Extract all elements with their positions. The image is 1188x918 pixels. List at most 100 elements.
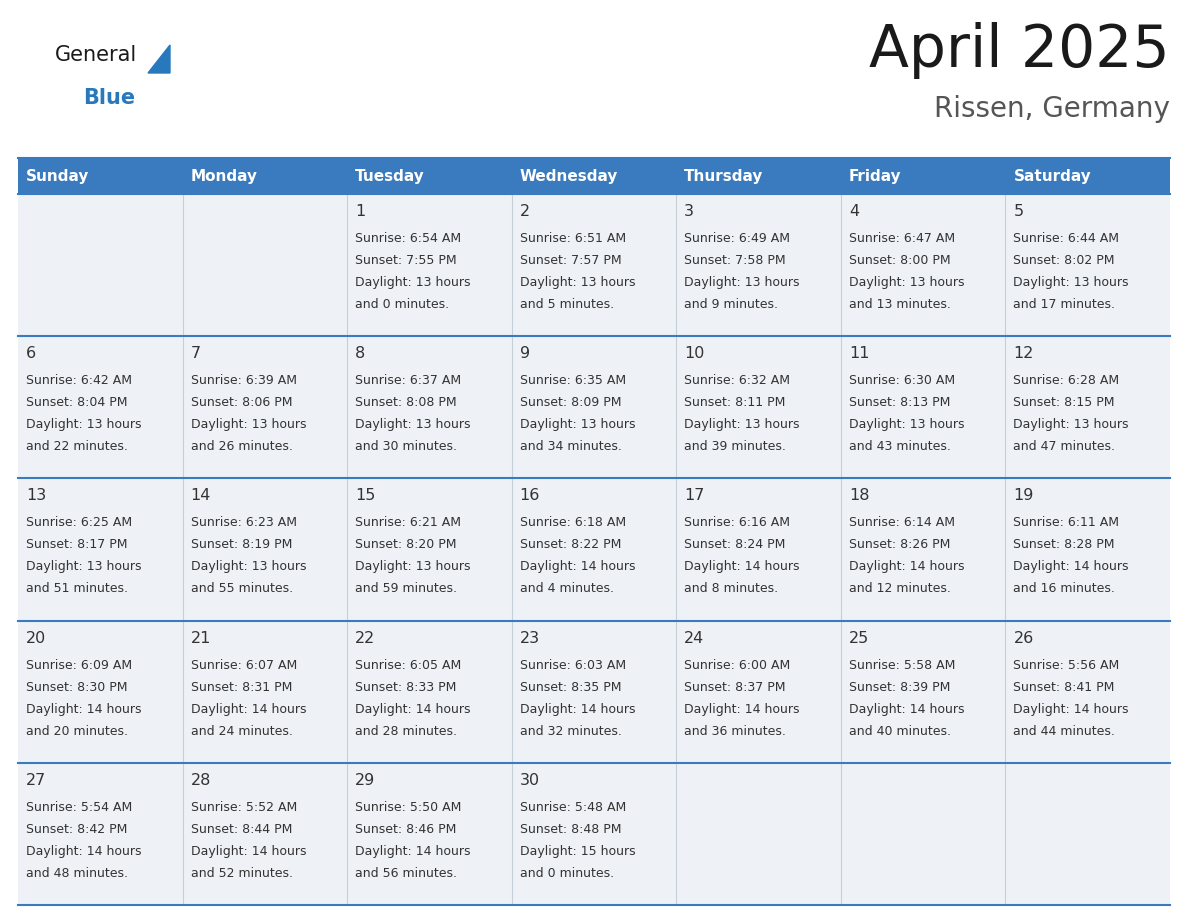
- Text: Friday: Friday: [849, 169, 902, 184]
- Text: 7: 7: [190, 346, 201, 361]
- Text: 11: 11: [849, 346, 870, 361]
- Text: and 13 minutes.: and 13 minutes.: [849, 298, 950, 311]
- Text: and 48 minutes.: and 48 minutes.: [26, 867, 128, 879]
- Text: Tuesday: Tuesday: [355, 169, 425, 184]
- Text: Daylight: 13 hours: Daylight: 13 hours: [355, 560, 470, 574]
- Polygon shape: [148, 45, 170, 73]
- Text: and 4 minutes.: and 4 minutes.: [519, 582, 614, 596]
- Text: and 9 minutes.: and 9 minutes.: [684, 298, 778, 311]
- Bar: [18, 336, 1170, 478]
- Text: Daylight: 13 hours: Daylight: 13 hours: [1013, 419, 1129, 431]
- Text: Daylight: 14 hours: Daylight: 14 hours: [26, 702, 141, 716]
- Text: April 2025: April 2025: [870, 22, 1170, 79]
- Text: Daylight: 13 hours: Daylight: 13 hours: [26, 419, 141, 431]
- Text: Daylight: 13 hours: Daylight: 13 hours: [26, 560, 141, 574]
- Text: Sunset: 8:24 PM: Sunset: 8:24 PM: [684, 538, 785, 552]
- Text: Sunrise: 5:48 AM: Sunrise: 5:48 AM: [519, 800, 626, 813]
- Text: and 20 minutes.: and 20 minutes.: [26, 724, 128, 737]
- Bar: [18, 194, 1170, 336]
- Text: Daylight: 13 hours: Daylight: 13 hours: [1013, 276, 1129, 289]
- Text: Sunset: 8:42 PM: Sunset: 8:42 PM: [26, 823, 127, 835]
- Text: and 26 minutes.: and 26 minutes.: [190, 441, 292, 453]
- Text: Sunset: 8:41 PM: Sunset: 8:41 PM: [1013, 680, 1114, 694]
- Text: Sunset: 8:28 PM: Sunset: 8:28 PM: [1013, 538, 1114, 552]
- Text: 17: 17: [684, 488, 704, 503]
- Text: Sunset: 8:33 PM: Sunset: 8:33 PM: [355, 680, 456, 694]
- Text: Sunset: 8:35 PM: Sunset: 8:35 PM: [519, 680, 621, 694]
- Text: and 22 minutes.: and 22 minutes.: [26, 441, 128, 453]
- Text: 27: 27: [26, 773, 46, 788]
- Text: Sunset: 8:17 PM: Sunset: 8:17 PM: [26, 538, 127, 552]
- Text: Sunrise: 6:54 AM: Sunrise: 6:54 AM: [355, 232, 461, 245]
- Text: Sunrise: 6:42 AM: Sunrise: 6:42 AM: [26, 375, 132, 387]
- Text: Daylight: 13 hours: Daylight: 13 hours: [355, 276, 470, 289]
- Text: Sunrise: 6:07 AM: Sunrise: 6:07 AM: [190, 658, 297, 672]
- Text: 24: 24: [684, 631, 704, 645]
- Bar: [18, 763, 1170, 905]
- Text: 5: 5: [1013, 204, 1024, 219]
- Text: Sunset: 8:46 PM: Sunset: 8:46 PM: [355, 823, 456, 835]
- Text: 21: 21: [190, 631, 211, 645]
- Text: Sunset: 8:04 PM: Sunset: 8:04 PM: [26, 397, 127, 409]
- Text: and 0 minutes.: and 0 minutes.: [519, 867, 614, 879]
- Text: 4: 4: [849, 204, 859, 219]
- Text: and 51 minutes.: and 51 minutes.: [26, 582, 128, 596]
- Text: 15: 15: [355, 488, 375, 503]
- Text: 16: 16: [519, 488, 541, 503]
- Text: Sunrise: 5:58 AM: Sunrise: 5:58 AM: [849, 658, 955, 672]
- Text: and 56 minutes.: and 56 minutes.: [355, 867, 457, 879]
- Text: and 28 minutes.: and 28 minutes.: [355, 724, 457, 737]
- Text: Sunrise: 6:14 AM: Sunrise: 6:14 AM: [849, 517, 955, 530]
- Text: 26: 26: [1013, 631, 1034, 645]
- Text: 1: 1: [355, 204, 366, 219]
- Text: Sunrise: 6:47 AM: Sunrise: 6:47 AM: [849, 232, 955, 245]
- Text: Monday: Monday: [190, 169, 258, 184]
- Text: Sunrise: 6:09 AM: Sunrise: 6:09 AM: [26, 658, 132, 672]
- Text: Daylight: 14 hours: Daylight: 14 hours: [190, 845, 307, 857]
- Text: 12: 12: [1013, 346, 1034, 361]
- Text: Sunrise: 6:30 AM: Sunrise: 6:30 AM: [849, 375, 955, 387]
- Text: Sunset: 8:30 PM: Sunset: 8:30 PM: [26, 680, 127, 694]
- Text: and 12 minutes.: and 12 minutes.: [849, 582, 950, 596]
- Text: Sunrise: 6:25 AM: Sunrise: 6:25 AM: [26, 517, 132, 530]
- Text: General: General: [55, 45, 138, 65]
- Text: 3: 3: [684, 204, 694, 219]
- Text: Blue: Blue: [83, 88, 135, 108]
- Text: Daylight: 13 hours: Daylight: 13 hours: [849, 419, 965, 431]
- Text: and 34 minutes.: and 34 minutes.: [519, 441, 621, 453]
- Text: Sunrise: 6:44 AM: Sunrise: 6:44 AM: [1013, 232, 1119, 245]
- Text: Sunset: 7:55 PM: Sunset: 7:55 PM: [355, 254, 456, 267]
- Text: Sunset: 7:57 PM: Sunset: 7:57 PM: [519, 254, 621, 267]
- Text: and 30 minutes.: and 30 minutes.: [355, 441, 457, 453]
- Text: Sunrise: 6:51 AM: Sunrise: 6:51 AM: [519, 232, 626, 245]
- Text: Thursday: Thursday: [684, 169, 764, 184]
- Text: and 43 minutes.: and 43 minutes.: [849, 441, 950, 453]
- Text: Sunset: 8:22 PM: Sunset: 8:22 PM: [519, 538, 621, 552]
- Text: and 47 minutes.: and 47 minutes.: [1013, 441, 1116, 453]
- Text: Sunrise: 5:52 AM: Sunrise: 5:52 AM: [190, 800, 297, 813]
- Text: Sunrise: 5:54 AM: Sunrise: 5:54 AM: [26, 800, 132, 813]
- Text: Sunset: 8:20 PM: Sunset: 8:20 PM: [355, 538, 456, 552]
- Text: Sunset: 8:26 PM: Sunset: 8:26 PM: [849, 538, 950, 552]
- Text: Sunrise: 6:16 AM: Sunrise: 6:16 AM: [684, 517, 790, 530]
- Text: Sunset: 8:39 PM: Sunset: 8:39 PM: [849, 680, 950, 694]
- Text: and 36 minutes.: and 36 minutes.: [684, 724, 786, 737]
- Text: and 0 minutes.: and 0 minutes.: [355, 298, 449, 311]
- Text: Sunrise: 6:28 AM: Sunrise: 6:28 AM: [1013, 375, 1119, 387]
- Text: and 44 minutes.: and 44 minutes.: [1013, 724, 1116, 737]
- Text: and 39 minutes.: and 39 minutes.: [684, 441, 786, 453]
- Text: Daylight: 13 hours: Daylight: 13 hours: [684, 276, 800, 289]
- Text: Sunset: 8:37 PM: Sunset: 8:37 PM: [684, 680, 785, 694]
- Text: Daylight: 14 hours: Daylight: 14 hours: [849, 560, 965, 574]
- Text: 8: 8: [355, 346, 366, 361]
- Text: Daylight: 14 hours: Daylight: 14 hours: [684, 702, 800, 716]
- Text: and 16 minutes.: and 16 minutes.: [1013, 582, 1116, 596]
- Text: Daylight: 14 hours: Daylight: 14 hours: [849, 702, 965, 716]
- Text: Daylight: 13 hours: Daylight: 13 hours: [355, 419, 470, 431]
- Text: Sunrise: 6:37 AM: Sunrise: 6:37 AM: [355, 375, 461, 387]
- Text: and 32 minutes.: and 32 minutes.: [519, 724, 621, 737]
- Text: and 52 minutes.: and 52 minutes.: [190, 867, 292, 879]
- Bar: [18, 478, 1170, 621]
- Text: and 5 minutes.: and 5 minutes.: [519, 298, 614, 311]
- Text: Sunset: 8:31 PM: Sunset: 8:31 PM: [190, 680, 292, 694]
